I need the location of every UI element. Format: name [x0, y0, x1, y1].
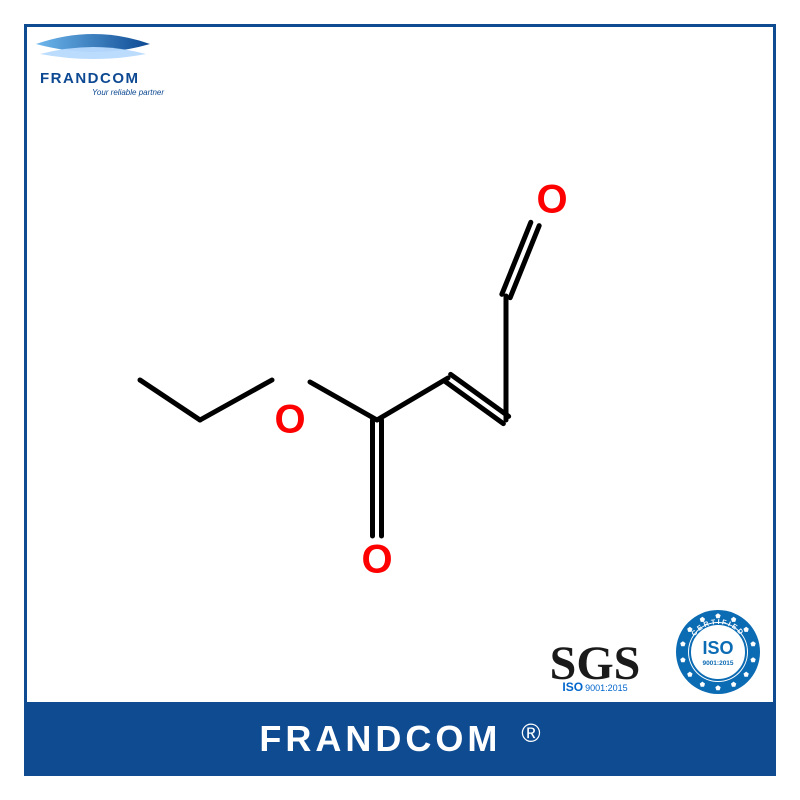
oxygen-atom: O [274, 398, 305, 443]
iso-badge-center: ISO [702, 638, 733, 658]
sgs-year: 9001:2015 [585, 683, 628, 693]
sgs-certification-badge: SGS ISO9001:2015 [530, 642, 660, 696]
canvas: FRANDCOM Your reliable partner O O O SGS I… [0, 0, 800, 800]
oxygen-atom: O [536, 178, 567, 223]
registered-mark-icon: ® [521, 718, 540, 749]
sgs-iso: ISO [562, 680, 583, 694]
footer-band: FRANDCOM ® [24, 702, 776, 776]
swoosh-icon [34, 30, 152, 66]
brand-logo-top-left: FRANDCOM Your reliable partner [34, 30, 194, 100]
iso-badge-year: 9001:2015 [702, 660, 733, 667]
oxygen-atom: O [361, 538, 392, 583]
chemical-structure-diagram: O O O [80, 120, 720, 620]
brand-name: FRANDCOM [40, 70, 140, 87]
footer-brand: FRANDCOM [259, 718, 501, 760]
iso-badge-icon: CERTIFIED COMPANY ISO 9001:2015 [674, 608, 762, 696]
brand-tagline: Your reliable partner [92, 88, 164, 97]
molecule-svg [80, 120, 720, 620]
iso-certification-badge: CERTIFIED COMPANY ISO 9001:2015 [674, 608, 762, 696]
